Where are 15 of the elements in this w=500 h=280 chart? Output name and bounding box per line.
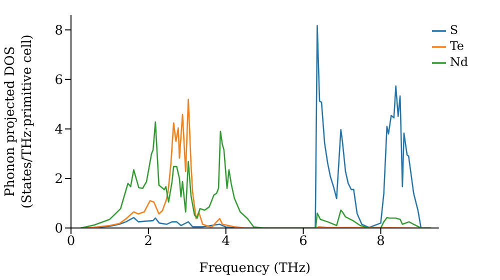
x-tick-label: 4 [222, 234, 230, 250]
x-tick-label: 6 [299, 234, 308, 250]
y-axis-title: Phonon projected DOS (States/THz·primitive cell) [3, 34, 35, 209]
x-axis-title: Frequency (THz) [199, 261, 311, 276]
y-tick-label: 6 [54, 73, 63, 88]
x-tick-label: 0 [66, 234, 76, 250]
y-tick-label: 4 [54, 122, 63, 138]
y-tick-label: 2 [54, 172, 63, 188]
legend-label: S [450, 23, 458, 37]
x-tick-label: 2 [144, 234, 153, 250]
legend-label: Te [450, 39, 464, 53]
y-tick-label: 0 [54, 222, 63, 237]
legend-label: Nd [450, 55, 468, 69]
y-tick-label: 8 [54, 23, 63, 38]
x-tick-label: 8 [376, 234, 385, 250]
